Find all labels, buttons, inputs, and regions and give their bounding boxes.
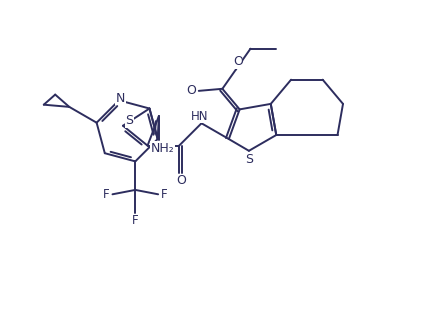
Text: N: N xyxy=(116,92,125,105)
Text: O: O xyxy=(233,55,243,68)
Text: O: O xyxy=(187,84,196,97)
Text: S: S xyxy=(125,114,133,127)
Text: F: F xyxy=(103,188,110,201)
Text: F: F xyxy=(161,188,167,201)
Text: F: F xyxy=(132,214,139,227)
Text: O: O xyxy=(176,175,186,187)
Text: NH₂: NH₂ xyxy=(151,142,174,155)
Text: S: S xyxy=(245,153,253,166)
Text: HN: HN xyxy=(190,110,208,123)
